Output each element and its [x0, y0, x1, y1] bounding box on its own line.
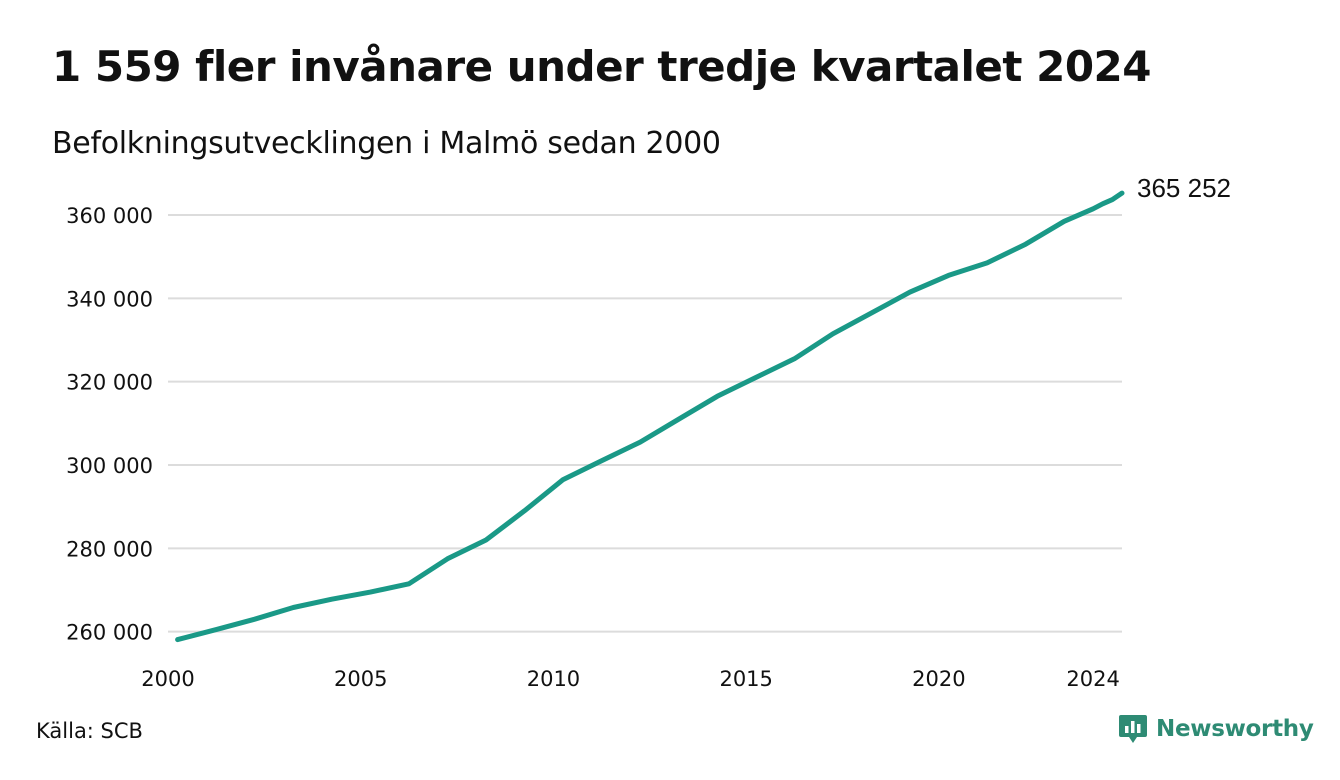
chart-title: 1 559 fler invånare under tredje kvartal… — [52, 42, 1152, 91]
series-group — [175, 190, 1125, 643]
x-tick-label: 2015 — [719, 667, 772, 691]
x-tick-label: 2024 — [1066, 667, 1119, 691]
y-tick-label: 340 000 — [66, 287, 153, 311]
x-axis-ticks: 2000 2005 2010 2015 2020 2024 — [141, 667, 1120, 691]
x-tick-label: 2020 — [912, 667, 965, 691]
y-tick-label: 280 000 — [66, 537, 153, 561]
x-tick-label: 2005 — [334, 667, 387, 691]
y-tick-label: 300 000 — [66, 454, 153, 478]
brand-name: Newsworthy — [1156, 716, 1314, 742]
x-tick-label: 2010 — [527, 667, 580, 691]
source-note: Källa: SCB — [36, 719, 143, 743]
x-tick-label: 2000 — [141, 667, 194, 691]
brand-logo: Newsworthy — [1118, 713, 1314, 745]
end-value-label: 365 252 — [1137, 173, 1231, 203]
y-tick-label: 360 000 — [66, 204, 153, 228]
y-tick-label: 320 000 — [66, 371, 153, 395]
gridlines — [168, 214, 1122, 633]
y-tick-label: 260 000 — [66, 621, 153, 645]
newsworthy-logo-icon — [1119, 715, 1147, 743]
annotations: 365 252 — [1137, 173, 1231, 203]
series-line — [175, 190, 1125, 643]
chart-subtitle: Befolkningsutvecklingen i Malmö sedan 20… — [52, 126, 721, 161]
y-axis-ticks: 260 000 280 000 300 000 320 000 340 000 360 0… — [66, 204, 153, 645]
